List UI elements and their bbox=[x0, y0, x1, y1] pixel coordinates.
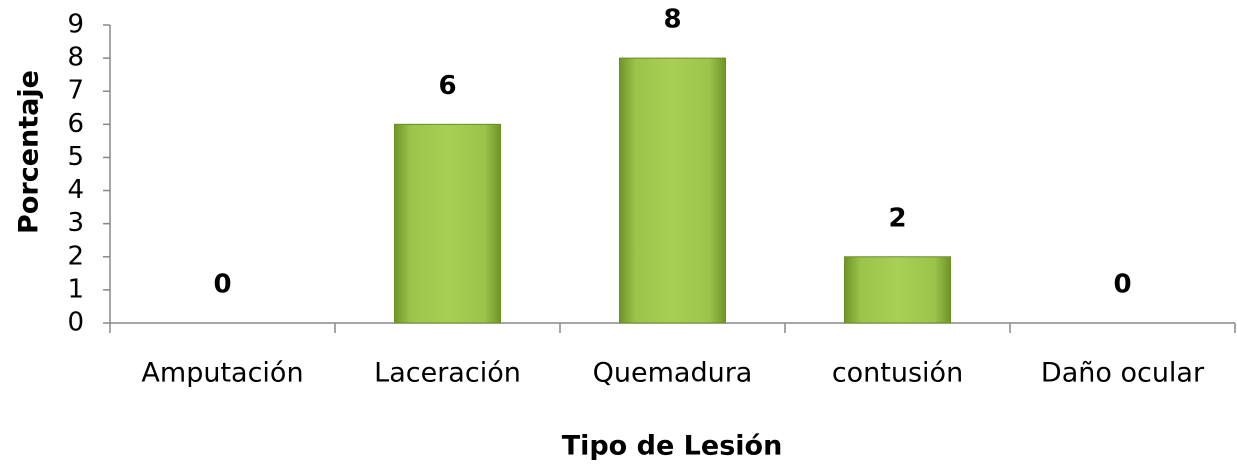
y-tick-label: 4 bbox=[67, 175, 84, 205]
y-tick-label: 1 bbox=[67, 274, 84, 304]
x-tick-label: contusión bbox=[832, 358, 963, 389]
y-axis-title: Porcentaje bbox=[14, 70, 45, 234]
data-label: 6 bbox=[438, 71, 456, 101]
x-tick-label: Daño ocular bbox=[1041, 358, 1205, 389]
y-tick-label: 3 bbox=[67, 208, 84, 238]
bar bbox=[619, 57, 726, 324]
y-tick-label: 6 bbox=[67, 109, 84, 139]
bar bbox=[394, 123, 501, 324]
y-tick-label: 7 bbox=[67, 76, 84, 106]
y-tick-label: 9 bbox=[67, 10, 84, 40]
x-tick-label: Quemadura bbox=[593, 358, 753, 389]
x-tick-label: Amputación bbox=[141, 358, 303, 389]
data-label: 2 bbox=[888, 203, 906, 233]
data-label: 8 bbox=[663, 5, 681, 35]
x-tick-label: Laceración bbox=[374, 358, 521, 389]
data-label: 0 bbox=[1113, 270, 1131, 300]
y-tick-label: 5 bbox=[67, 142, 84, 172]
bar bbox=[844, 256, 951, 324]
y-tick-label: 0 bbox=[67, 308, 84, 338]
y-tick-label: 2 bbox=[67, 241, 84, 271]
data-label: 0 bbox=[213, 270, 231, 300]
y-tick-label: 8 bbox=[67, 43, 84, 73]
x-axis-title: Tipo de Lesión bbox=[562, 431, 783, 462]
